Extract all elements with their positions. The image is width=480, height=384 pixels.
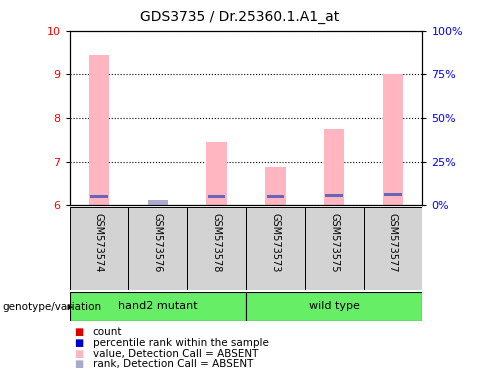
Bar bbox=[246, 207, 305, 290]
Bar bbox=[364, 207, 422, 290]
Bar bbox=[265, 167, 286, 205]
Bar bbox=[384, 193, 402, 196]
Bar bbox=[206, 142, 227, 205]
Bar bbox=[246, 292, 422, 321]
Text: genotype/variation: genotype/variation bbox=[2, 302, 102, 312]
Bar bbox=[147, 200, 168, 205]
Text: GSM573577: GSM573577 bbox=[388, 213, 398, 273]
Bar bbox=[267, 195, 284, 198]
Text: GSM573573: GSM573573 bbox=[270, 213, 280, 273]
Text: ■: ■ bbox=[74, 327, 84, 337]
Bar bbox=[128, 207, 187, 290]
Bar bbox=[70, 207, 128, 290]
Text: percentile rank within the sample: percentile rank within the sample bbox=[93, 338, 268, 348]
Text: GSM573576: GSM573576 bbox=[153, 213, 163, 273]
Bar bbox=[89, 55, 109, 205]
Bar bbox=[325, 194, 343, 197]
Bar bbox=[187, 207, 246, 290]
Bar bbox=[90, 195, 108, 198]
Bar bbox=[208, 195, 225, 198]
Bar bbox=[383, 74, 403, 205]
Bar bbox=[305, 207, 364, 290]
Bar bbox=[324, 129, 345, 205]
Text: GDS3735 / Dr.25360.1.A1_at: GDS3735 / Dr.25360.1.A1_at bbox=[140, 10, 340, 23]
Text: rank, Detection Call = ABSENT: rank, Detection Call = ABSENT bbox=[93, 359, 253, 369]
Text: GSM573574: GSM573574 bbox=[94, 213, 104, 273]
Text: GSM573575: GSM573575 bbox=[329, 213, 339, 273]
Text: value, Detection Call = ABSENT: value, Detection Call = ABSENT bbox=[93, 349, 258, 359]
Bar bbox=[70, 292, 246, 321]
Text: ■: ■ bbox=[74, 338, 84, 348]
Text: ■: ■ bbox=[74, 359, 84, 369]
Text: count: count bbox=[93, 327, 122, 337]
Text: GSM573578: GSM573578 bbox=[212, 213, 222, 273]
Text: hand2 mutant: hand2 mutant bbox=[118, 301, 198, 311]
Text: ■: ■ bbox=[74, 349, 84, 359]
Text: wild type: wild type bbox=[309, 301, 360, 311]
